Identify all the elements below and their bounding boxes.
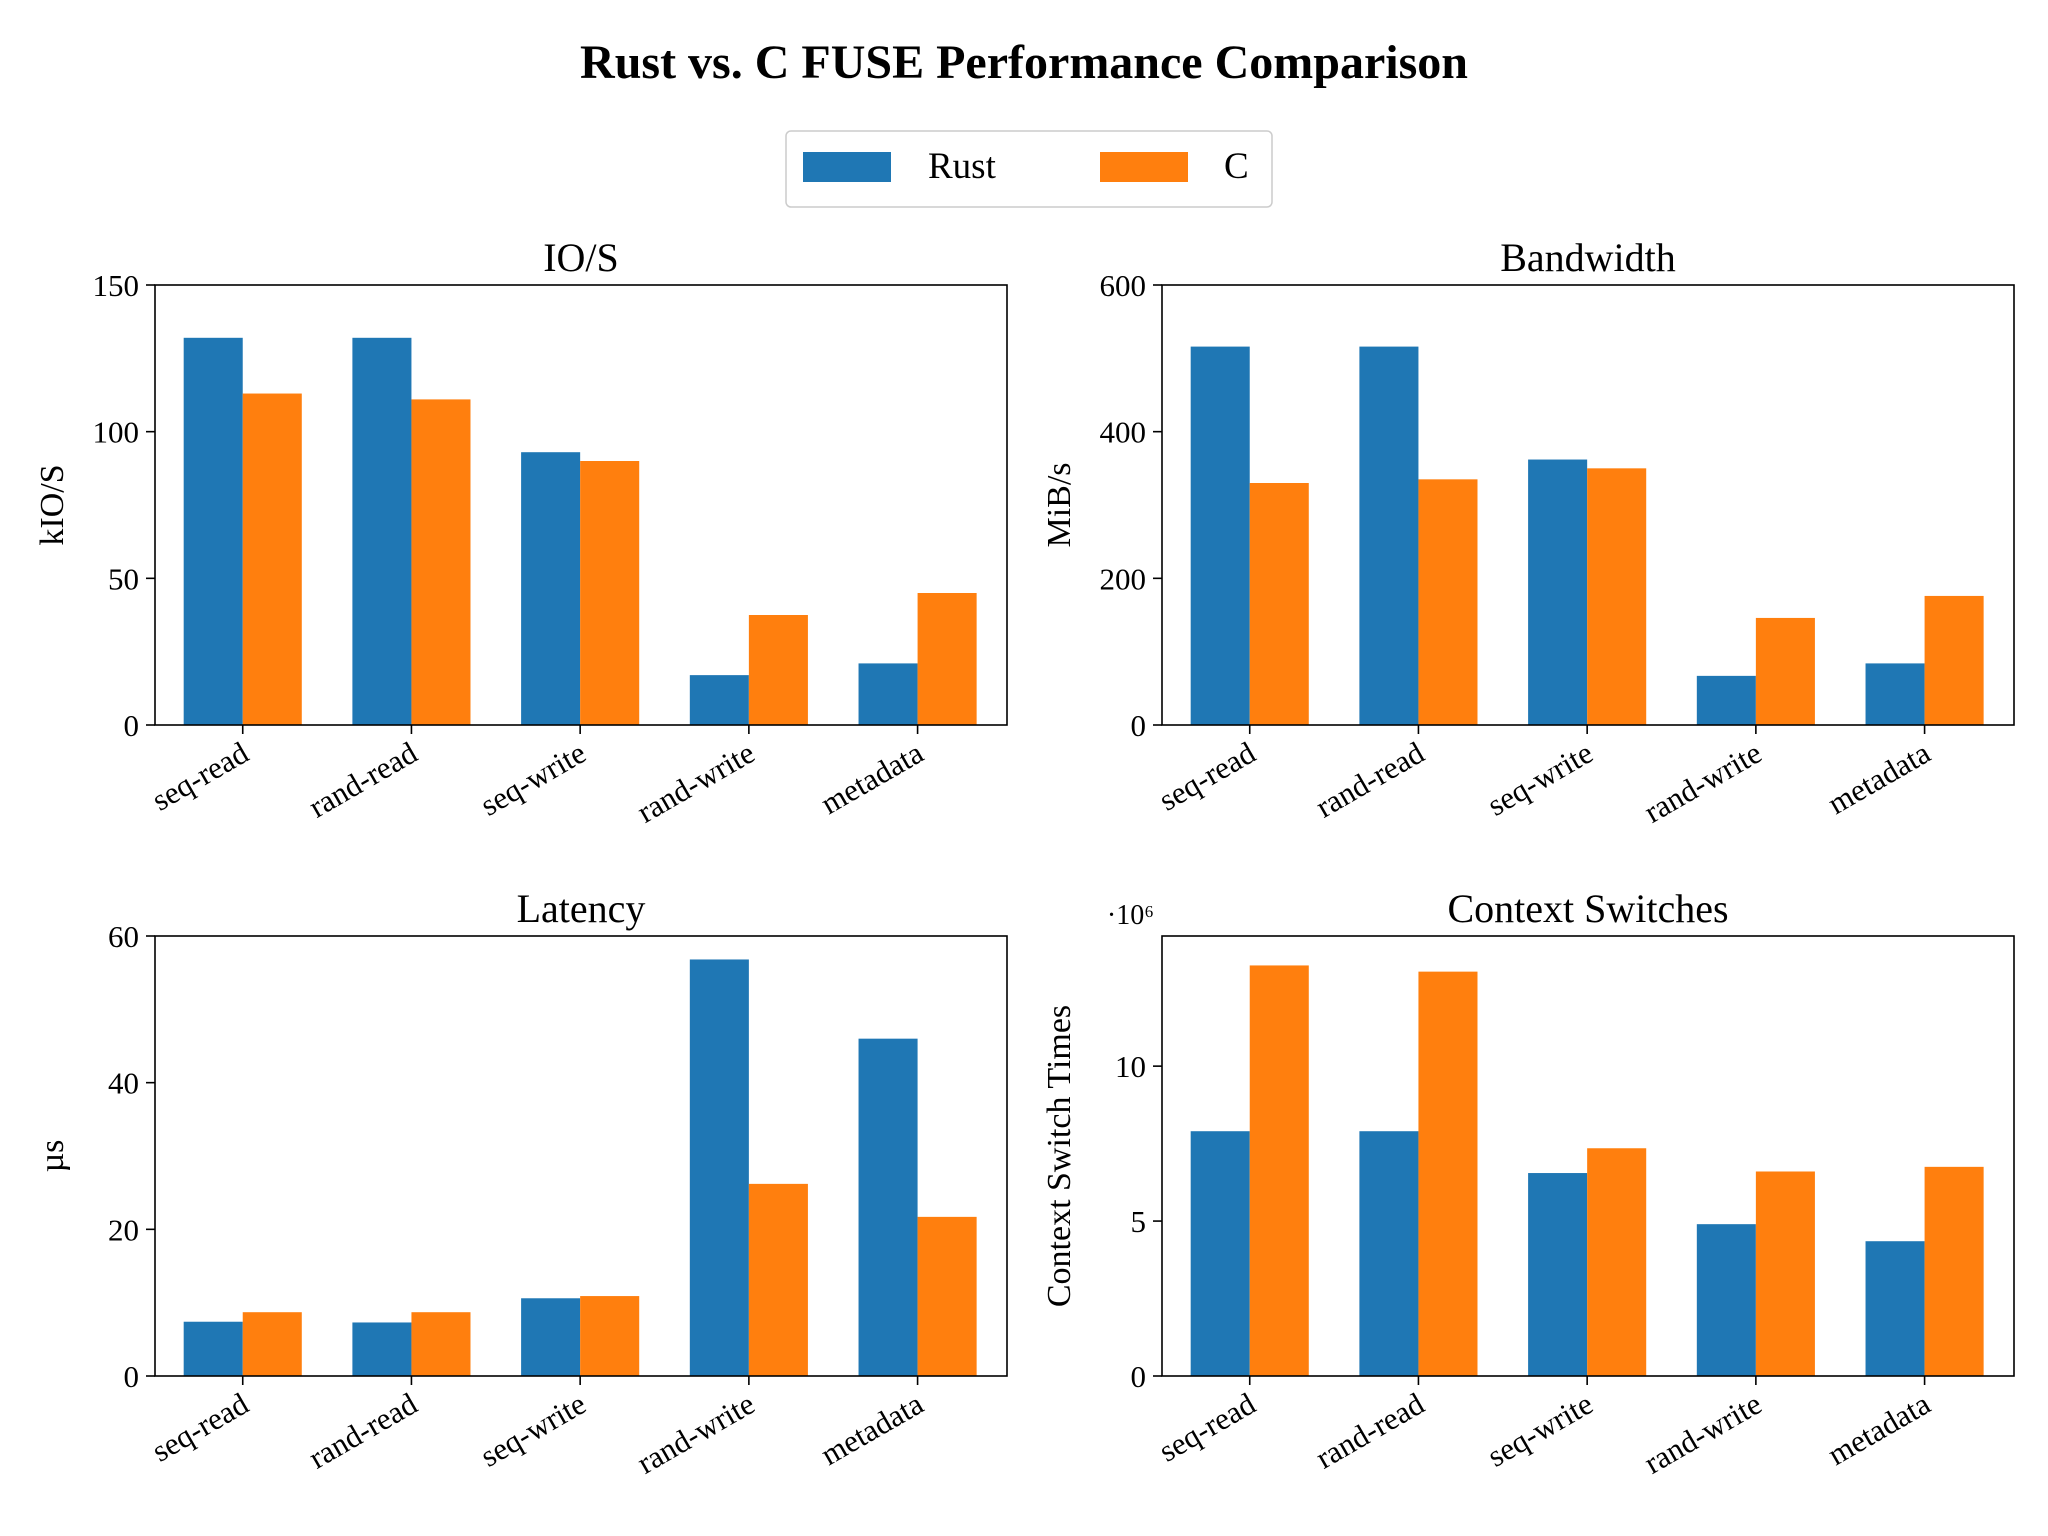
bar-c-rand-write — [1755, 1171, 1815, 1376]
bar-c-seq-read — [242, 393, 302, 725]
y-tick-label: 150 — [93, 268, 140, 303]
bar-rust-seq-write — [521, 452, 581, 725]
bar-c-metadata — [1924, 595, 1984, 725]
y-tick-label: 0 — [1131, 708, 1147, 743]
panel-title: Context Switches — [1447, 886, 1728, 931]
plot-frame — [154, 935, 1008, 1377]
legend-swatch-c — [1100, 152, 1188, 182]
legend: Rust C — [785, 130, 1273, 208]
plot-frame — [154, 284, 1008, 726]
bar-c-rand-read — [1418, 971, 1478, 1376]
plot-frame — [1161, 284, 2015, 726]
bar-rust-rand-write — [689, 675, 749, 725]
bar-rust-seq-read — [183, 1321, 243, 1376]
bar-c-seq-write — [1587, 468, 1647, 725]
bar-rust-rand-read — [352, 337, 412, 725]
y-tick-label: 400 — [1100, 415, 1147, 450]
legend-label-c: C — [1224, 146, 1249, 187]
bar-c-rand-write — [1755, 617, 1815, 725]
bar-rust-rand-read — [352, 1322, 412, 1376]
bar-c-metadata — [1924, 1166, 1984, 1376]
bar-c-rand-read — [1418, 479, 1478, 725]
y-axis-label: Context Switch Times — [1041, 1005, 1078, 1307]
y-axis-label: kIO/S — [34, 464, 71, 545]
bar-rust-seq-write — [1528, 459, 1588, 725]
y-tick-label: 0 — [124, 1359, 140, 1394]
bar-rust-rand-write — [1696, 1224, 1756, 1376]
y-tick-label: 20 — [108, 1212, 139, 1247]
panel-title: Bandwidth — [1500, 235, 1676, 280]
y-tick-label: 5 — [1131, 1204, 1147, 1239]
bar-rust-seq-write — [1528, 1173, 1588, 1376]
bar-c-rand-write — [748, 1183, 808, 1376]
bar-rust-metadata — [858, 663, 918, 725]
bar-rust-metadata — [858, 1038, 918, 1376]
legend-label-rust: Rust — [928, 146, 997, 187]
bar-rust-metadata — [1865, 663, 1925, 725]
bar-rust-rand-read — [1359, 346, 1419, 725]
legend-frame — [785, 130, 1273, 208]
bar-c-seq-write — [580, 461, 640, 725]
bar-c-metadata — [917, 593, 977, 725]
panel-title: IO/S — [543, 235, 619, 280]
y-tick-label: 50 — [108, 561, 139, 596]
bar-rust-rand-read — [1359, 1131, 1419, 1376]
bar-c-rand-read — [411, 399, 471, 725]
bar-c-rand-read — [411, 1312, 471, 1376]
bar-c-seq-read — [242, 1312, 302, 1376]
bar-c-rand-write — [748, 615, 808, 725]
bar-c-seq-write — [1587, 1148, 1647, 1376]
bar-rust-metadata — [1865, 1241, 1925, 1376]
y-tick-label: 0 — [124, 708, 140, 743]
bar-rust-seq-read — [1190, 346, 1250, 725]
y-axis-offset-label: ·10⁶ — [1107, 900, 1154, 931]
plot-frame — [1161, 935, 2015, 1377]
bar-rust-rand-write — [689, 959, 749, 1376]
y-tick-label: 600 — [1100, 268, 1147, 303]
legend-swatch-rust — [803, 152, 891, 182]
bar-rust-seq-read — [1190, 1131, 1250, 1376]
bar-rust-seq-write — [521, 1298, 581, 1376]
bar-c-seq-read — [1249, 483, 1309, 725]
bar-rust-seq-read — [183, 337, 243, 725]
y-tick-label: 10 — [1115, 1049, 1146, 1084]
bar-rust-rand-write — [1696, 675, 1756, 725]
y-tick-label: 100 — [93, 415, 140, 450]
y-tick-label: 0 — [1131, 1359, 1147, 1394]
bar-c-seq-read — [1249, 965, 1309, 1376]
y-tick-label: 200 — [1100, 561, 1147, 596]
y-tick-label: 40 — [108, 1066, 139, 1101]
bar-c-seq-write — [580, 1296, 640, 1376]
panel-title: Latency — [517, 886, 646, 931]
y-axis-label: µs — [34, 1140, 71, 1173]
bar-c-metadata — [917, 1216, 977, 1376]
y-tick-label: 60 — [108, 919, 139, 954]
y-axis-label: MiB/s — [1041, 462, 1078, 547]
figure-title: Rust vs. C FUSE Performance Comparison — [580, 36, 1468, 89]
